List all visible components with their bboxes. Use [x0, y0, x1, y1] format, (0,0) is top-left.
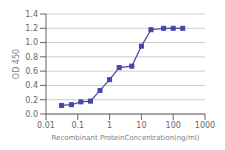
svg-text:0.01: 0.01 — [37, 121, 55, 130]
svg-text:1.2: 1.2 — [25, 24, 38, 33]
svg-text:0.2: 0.2 — [25, 96, 38, 105]
svg-text:1000: 1000 — [195, 121, 215, 130]
svg-text:10: 10 — [136, 121, 146, 130]
svg-text:1.0: 1.0 — [25, 38, 38, 47]
svg-text:0.8: 0.8 — [25, 53, 38, 62]
svg-text:0.1: 0.1 — [71, 121, 84, 130]
svg-text:0.0: 0.0 — [25, 110, 38, 119]
svg-text:100: 100 — [166, 121, 181, 130]
svg-text:0.4: 0.4 — [25, 81, 38, 90]
svg-text:0.6: 0.6 — [25, 67, 38, 76]
svg-text:OD 450: OD 450 — [12, 49, 21, 79]
svg-text:Recombinant ProteinConcentrati: Recombinant ProteinConcentration(ng/ml) — [52, 134, 200, 142]
svg-text:1: 1 — [107, 121, 112, 130]
svg-text:1.4: 1.4 — [25, 10, 38, 19]
